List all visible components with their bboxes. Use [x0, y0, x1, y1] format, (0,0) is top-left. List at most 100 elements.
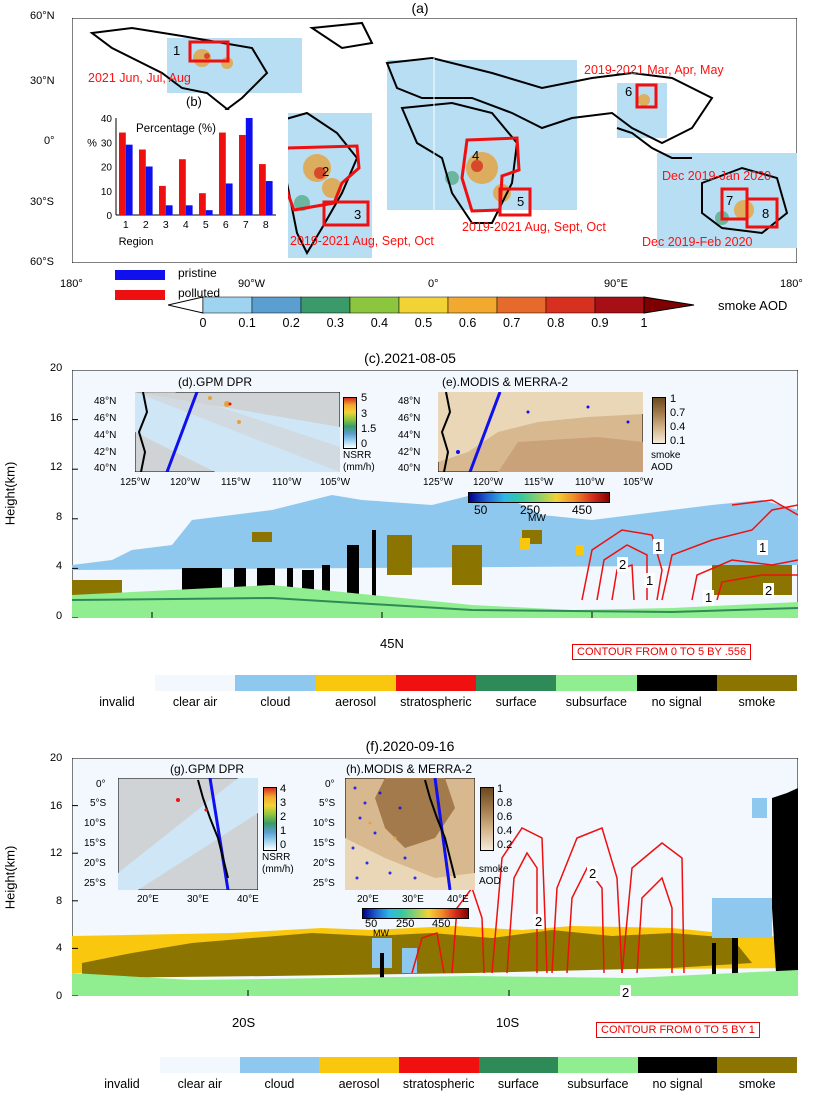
inset-g-cbar-unit: (mm/h) [262, 864, 294, 875]
inset-e-lat-42: 42°N [398, 447, 421, 458]
feature-legend-label-no-signal: no signal [651, 695, 702, 709]
panel-c-contour-label-4: 1 [757, 540, 769, 555]
aod-colorbar-tick-label: 0.5 [414, 316, 433, 330]
feature-legend-swatch-stratospheric [395, 675, 476, 691]
lat-label-60s: 60°S [30, 256, 54, 268]
aod-colorbar-tick-label: 0.6 [458, 316, 477, 330]
bar-pristine-region-8 [265, 181, 273, 215]
inset-e-colorbar [652, 397, 666, 444]
bar-polluted-region-4 [179, 159, 186, 215]
inset-g-lon-40e: 40°E [237, 894, 259, 905]
inset-e-cbar-0p1: 0.1 [670, 435, 686, 447]
panel-c-ytick-16: 16 [50, 412, 63, 424]
bar-chart-ytick-label: 30 [101, 138, 113, 149]
panel-c-contour-label-3: 1 [644, 573, 656, 588]
aod-colorbar-low-arrow [168, 296, 204, 314]
panel-b-label: (b) [186, 94, 202, 109]
inset-e-cbar-0p4: 0.4 [670, 421, 686, 433]
inset-d-cbar-0: 0 [361, 438, 368, 450]
panel-f-contour-label-2: 2 [533, 914, 545, 929]
bar-chart-xtick-label: 2 [143, 219, 149, 231]
inset-h-lat-20s: 20°S [313, 858, 335, 869]
feature-legend-swatch-clear-air [155, 675, 236, 691]
inset-e-mw-colorbar [468, 492, 610, 503]
inset-d-lon-110: 110°W [272, 477, 302, 488]
feature-legend-label-no-signal: no signal [652, 1077, 703, 1091]
panel-f-ytick-20: 20 [50, 752, 63, 764]
inset-g-cbar-2: 2 [280, 811, 287, 823]
inset-h-cbar-0p2: 0.2 [497, 839, 513, 851]
feature-legend-swatch-stratospheric [398, 1057, 479, 1073]
panel-f-feature-legend-labels: invalid clear air cloud aerosol stratospheri… [0, 1077, 817, 1095]
feature-legend-swatch-clear-air [160, 1057, 240, 1073]
aod-colorbar-tick-label: 1 [640, 316, 648, 330]
aod-colorbar-segment [496, 296, 547, 314]
inset-e-lon-105: 105°W [623, 477, 654, 488]
bar-chart-xtick-label: 7 [243, 219, 249, 231]
inset-d-map [135, 392, 340, 472]
region-note-6: 2019-2021 Mar, Apr, May [584, 63, 724, 77]
inset-g-lon-20e: 20°E [137, 894, 159, 905]
inset-d-lon-120: 120°W [170, 477, 201, 488]
inset-d-lon-105: 105°W [320, 477, 351, 488]
bar-chart-xtick-label: 1 [123, 219, 129, 231]
bar-polluted-region-3 [159, 185, 166, 215]
inset-e-cbar-1: 1 [670, 393, 677, 405]
panel-f-contour-label-1: 2 [587, 866, 599, 881]
panel-c-contour-label-5: 1 [703, 590, 715, 605]
region-note-8: Dec 2019-Feb 2020 [642, 235, 753, 249]
inset-g-cbar-1: 1 [280, 825, 287, 837]
region-note-4-5: 2019-2021 Aug, Sept, Oct [462, 220, 606, 234]
aod-colorbar-tick-label: 0 [199, 316, 207, 330]
inset-d-lat-42: 42°N [94, 447, 117, 458]
inset-e-lon-120: 120°W [473, 477, 504, 488]
inset-d-lat-44: 44°N [94, 430, 117, 441]
bar-pristine-region-3 [165, 205, 173, 215]
inset-h-colorbar [480, 787, 494, 851]
inset-d-title: (d).GPM DPR [178, 375, 253, 389]
inset-d-lat-46: 46°N [94, 413, 117, 424]
inset-h-cbar-label: smoke [479, 864, 509, 875]
bar-pristine-region-7 [245, 118, 253, 215]
feature-legend-swatch-subsurface [558, 1057, 638, 1073]
feature-legend-swatch-smoke [717, 1057, 797, 1073]
bar-pristine-region-4 [185, 205, 193, 215]
inset-g-colorbar [263, 787, 277, 851]
bar-chart-xtick-label: 4 [183, 219, 189, 231]
inset-g-cbar-label: NSRR [262, 852, 291, 863]
panel-f-xtick-20s: 20S [232, 1015, 256, 1030]
panel-c-ytick-8: 8 [56, 511, 63, 523]
bar-pristine-region-6 [225, 183, 233, 215]
aod-colorbar-segment [251, 296, 302, 314]
inset-h-lon-30e: 30°E [402, 894, 424, 905]
legend-pristine-swatch [115, 270, 165, 280]
feature-legend-label-cloud: cloud [264, 1077, 295, 1091]
panel-c-feature-legend-labels: invalid clear air cloud aerosol stratospheri… [0, 695, 817, 713]
inset-g-cbar-3: 3 [280, 797, 287, 809]
lat-label-0: 0° [44, 135, 55, 147]
legend-pristine-label: pristine [178, 266, 217, 280]
region-number-1: 1 [173, 43, 181, 58]
lon-label-90e: 90°E [604, 278, 628, 290]
feature-legend-swatch-aerosol [319, 1057, 399, 1073]
region-number-5: 5 [517, 194, 525, 209]
panel-c-ylabel: Height(km) [2, 461, 18, 526]
inset-h-title: (h).MODIS & MERRA-2 [346, 762, 473, 776]
feature-legend-label-invalid: invalid [99, 695, 135, 709]
inset-h-lat-5s: 5°S [319, 798, 336, 809]
feature-legend-swatch-no-signal [636, 675, 717, 691]
feature-legend-label-aerosol: aerosol [335, 695, 377, 709]
bar-chart-xtick-label: 5 [203, 219, 209, 231]
bar-chart-xtick-label: 3 [163, 219, 169, 231]
inset-g-lon-30e: 30°E [187, 894, 209, 905]
feature-legend-label-subsurface: subsurface [567, 1077, 629, 1091]
aod-colorbar-tick-label: 0.7 [502, 316, 521, 330]
inset-h-lat-15s: 15°S [313, 838, 335, 849]
inset-e-map [438, 392, 643, 472]
inset-e-lon-110: 110°W [575, 477, 605, 488]
aod-colorbar-tick-label: 0.3 [326, 316, 344, 330]
inset-e-title: (e).MODIS & MERRA-2 [442, 375, 569, 389]
inset-g-lat-20s: 20°S [84, 858, 106, 869]
aod-colorbar-ticks: 0 0.1 0.2 0.3 0.4 0.5 0.6 0.7 0.8 0.9 1 [0, 316, 817, 332]
aod-colorbar-title: smoke AOD [718, 298, 788, 313]
